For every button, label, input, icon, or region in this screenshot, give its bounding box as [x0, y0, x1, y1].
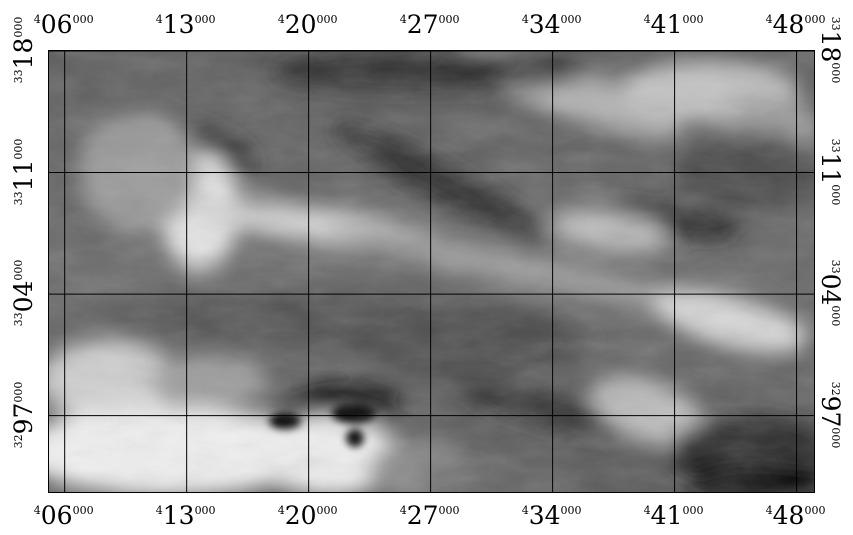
x-tick-label-top-427000: 427000: [399, 10, 460, 39]
x-tick-label-top-434000: 434000: [521, 10, 582, 39]
y-tick-label-left-3304000: 3304000: [9, 259, 38, 327]
x-tick-label-bottom-413000: 413000: [155, 501, 216, 530]
x-tick-label-bottom-406000: 406000: [33, 501, 94, 530]
y-tick-label-right-3304000: 3304000: [816, 259, 845, 327]
x-tick-label-bottom-448000: 448000: [765, 501, 826, 530]
x-tick-label-bottom-441000: 441000: [643, 501, 704, 530]
x-tick-label-top-413000: 413000: [155, 10, 216, 39]
y-tick-label-left-3311000: 3311000: [9, 138, 38, 205]
y-tick-label-left-3318000: 3318000: [9, 16, 38, 84]
y-tick-label-right-3311000: 3311000: [816, 138, 845, 205]
x-tick-label-bottom-420000: 420000: [277, 501, 338, 530]
y-tick-label-right-3297000: 3297000: [816, 381, 845, 448]
map-image: [49, 51, 814, 492]
x-tick-label-top-448000: 448000: [765, 10, 826, 39]
x-tick-label-top-420000: 420000: [277, 10, 338, 39]
grid-lines: [49, 51, 814, 492]
x-tick-label-top-441000: 441000: [643, 10, 704, 39]
x-tick-label-bottom-434000: 434000: [521, 501, 582, 530]
y-tick-label-left-3297000: 3297000: [9, 381, 38, 448]
y-tick-label-right-3318000: 3318000: [816, 16, 845, 84]
map-raster[interactable]: [48, 50, 815, 493]
x-tick-label-bottom-427000: 427000: [399, 501, 460, 530]
x-tick-label-top-406000: 406000: [33, 10, 94, 39]
